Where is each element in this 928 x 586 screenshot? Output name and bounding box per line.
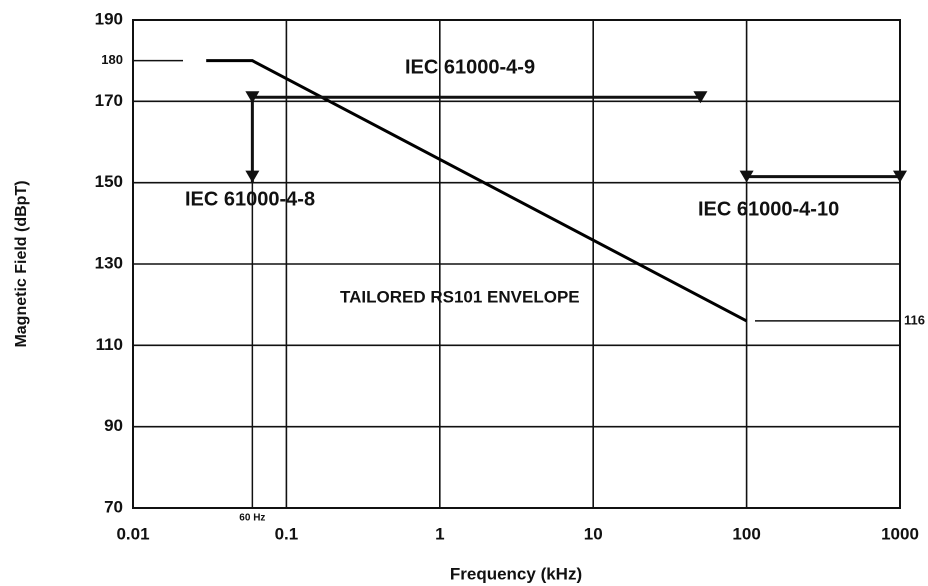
y-tick-label: 130 — [95, 253, 123, 272]
y-tick-label: 90 — [104, 416, 123, 435]
y-tick-label: 170 — [95, 91, 123, 110]
annotation: 60 Hz — [239, 513, 265, 524]
plot-frame — [132, 19, 901, 509]
x-tick-label: 10 — [584, 524, 603, 543]
y-tick-label: 70 — [104, 497, 123, 516]
y-axis-label: Magnetic Field (dBpT) — [13, 180, 30, 347]
arrow-head — [893, 170, 907, 183]
x-tick-label: 0.01 — [116, 524, 149, 543]
y-tick-label: 110 — [96, 335, 123, 354]
y-tick-label: 190 — [95, 9, 123, 28]
x-tick-label: 1000 — [881, 524, 919, 543]
y-tick-label: 150 — [95, 172, 123, 191]
series-label: TAILORED RS101 ENVELOPE — [340, 287, 580, 306]
annotation: 180 — [101, 52, 123, 67]
arrow-head — [245, 170, 260, 183]
arrow-head — [739, 170, 754, 183]
range-label: IEC 61000-4-9 — [405, 56, 535, 78]
arrow-head — [693, 91, 708, 104]
x-tick-label: 1 — [435, 524, 444, 543]
series-line — [206, 59, 748, 323]
range-label: IEC 61000-4-10 — [698, 198, 839, 220]
x-tick-label: 100 — [732, 524, 760, 543]
x-tick-label: 0.1 — [275, 524, 299, 543]
x-axis-label: Frequency (kHz) — [450, 564, 582, 583]
annotation: 116 — [904, 312, 925, 327]
range-label: IEC 61000-4-8 — [185, 188, 315, 210]
